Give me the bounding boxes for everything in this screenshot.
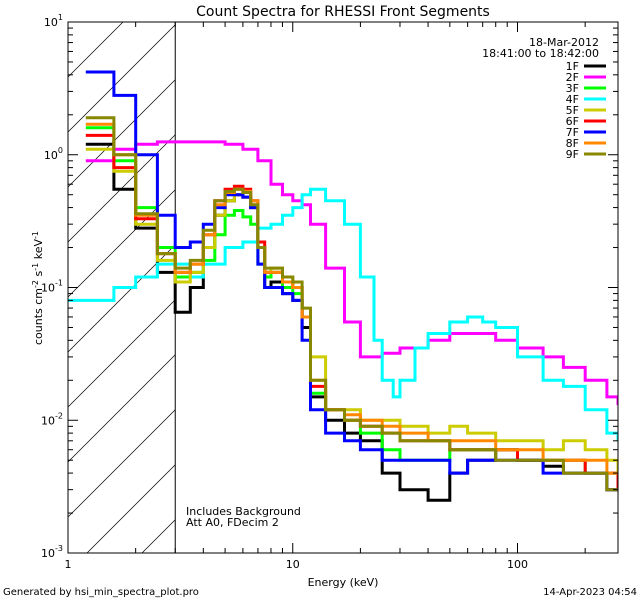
series-line-9F — [85, 116, 618, 492]
series-layer — [68, 70, 618, 502]
legend-label-6F: 6F — [566, 115, 579, 128]
y-tick-label: 10-1 — [41, 279, 63, 295]
chart-title: Count Spectra for RHESSI Front Segments — [196, 4, 490, 20]
note-background: Includes Background — [186, 505, 301, 518]
y-tick-label: 101 — [44, 13, 63, 29]
note-attenuator: Att A0, FDecim 2 — [186, 516, 279, 529]
x-axis-label: Energy (keV) — [308, 576, 379, 589]
x-tick-label: 1 — [65, 558, 72, 571]
series-line-2F — [85, 140, 618, 406]
y-tick-label: 10-2 — [41, 411, 63, 427]
x-tick-label: 10 — [286, 558, 300, 571]
hatch-line — [68, 22, 179, 133]
y-axis-label: counts cm-2 s-1 keV-1 — [31, 231, 45, 345]
legend-label-1F: 1F — [566, 60, 579, 73]
y-tick-label: 100 — [44, 146, 63, 162]
legend-label-5F: 5F — [566, 104, 579, 117]
annotation-time-range: 18:41:00 to 18:42:00 — [482, 47, 599, 60]
series-line-7F — [85, 70, 618, 492]
series-line-4F — [68, 187, 618, 441]
annotation-date: 18-Mar-2012 — [529, 36, 599, 49]
legend-label-9F: 9F — [566, 148, 579, 161]
legend-label-2F: 2F — [566, 71, 579, 84]
footer-timestamp: 14-Apr-2023 04:54 — [543, 587, 637, 598]
legend-label-7F: 7F — [566, 126, 579, 139]
axes: 1 10 100 10-3 10-2 10-1 100 101 — [41, 13, 618, 571]
legend-label-3F: 3F — [566, 82, 579, 95]
hatch-line — [68, 22, 124, 78]
hatch-line — [68, 22, 234, 188]
y-tick-label: 10-3 — [41, 544, 63, 560]
legend-label-8F: 8F — [566, 137, 579, 150]
x-tick-label: 100 — [507, 558, 528, 571]
footer-generated: Generated by hsi_min_spectra_plot.pro — [3, 587, 199, 598]
legend-label-4F: 4F — [566, 93, 579, 106]
